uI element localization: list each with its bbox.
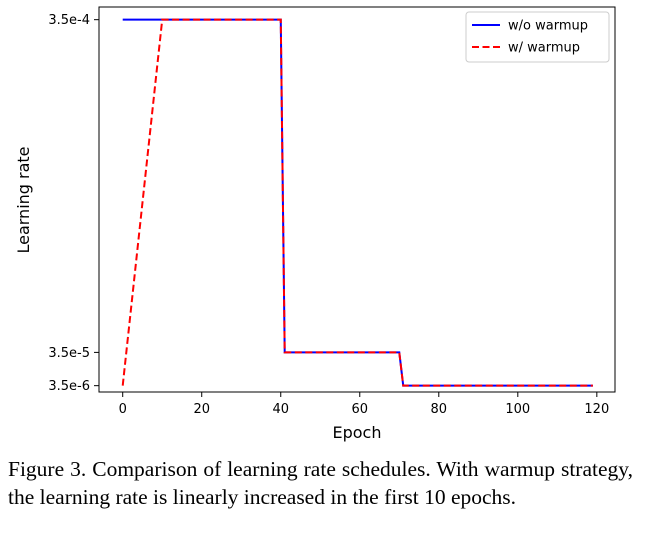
y-tick-label: 3.5e-6 xyxy=(48,379,90,394)
legend-label-1: w/ warmup xyxy=(508,41,580,56)
plot-frame xyxy=(98,6,616,393)
y-tick-label: 3.5e-5 xyxy=(48,346,90,361)
learning-rate-chart: 0 20 40 60 80 100 120 3.5e-4 3.5e-5 3.5e-6 Epoch… xyxy=(14,6,616,442)
x-axis-ticks: 0 20 40 60 80 100 120 xyxy=(119,392,609,417)
y-tick-label: 3.5e-4 xyxy=(48,13,90,28)
series-line-0 xyxy=(122,18,593,387)
legend: w/o warmup w/ warmup xyxy=(465,11,610,63)
figure-caption: Figure 3. Comparison of learning rate sc… xyxy=(8,457,633,509)
y-axis-ticks: 3.5e-4 3.5e-5 3.5e-6 xyxy=(48,13,99,394)
x-tick-label: 60 xyxy=(351,402,368,417)
legend-box xyxy=(465,11,610,63)
plot-lines xyxy=(121,18,593,387)
x-tick-label: 120 xyxy=(584,402,609,417)
x-tick-label: 100 xyxy=(505,402,530,417)
y-axis-label: Learning rate xyxy=(14,146,33,253)
series-line-1 xyxy=(121,18,593,387)
x-tick-label: 40 xyxy=(272,402,289,417)
x-tick-label: 80 xyxy=(431,402,448,417)
legend-label-0: w/o warmup xyxy=(508,19,588,34)
x-tick-label: 20 xyxy=(193,402,210,417)
x-tick-label: 0 xyxy=(119,402,127,417)
x-axis-label: Epoch xyxy=(333,423,382,442)
